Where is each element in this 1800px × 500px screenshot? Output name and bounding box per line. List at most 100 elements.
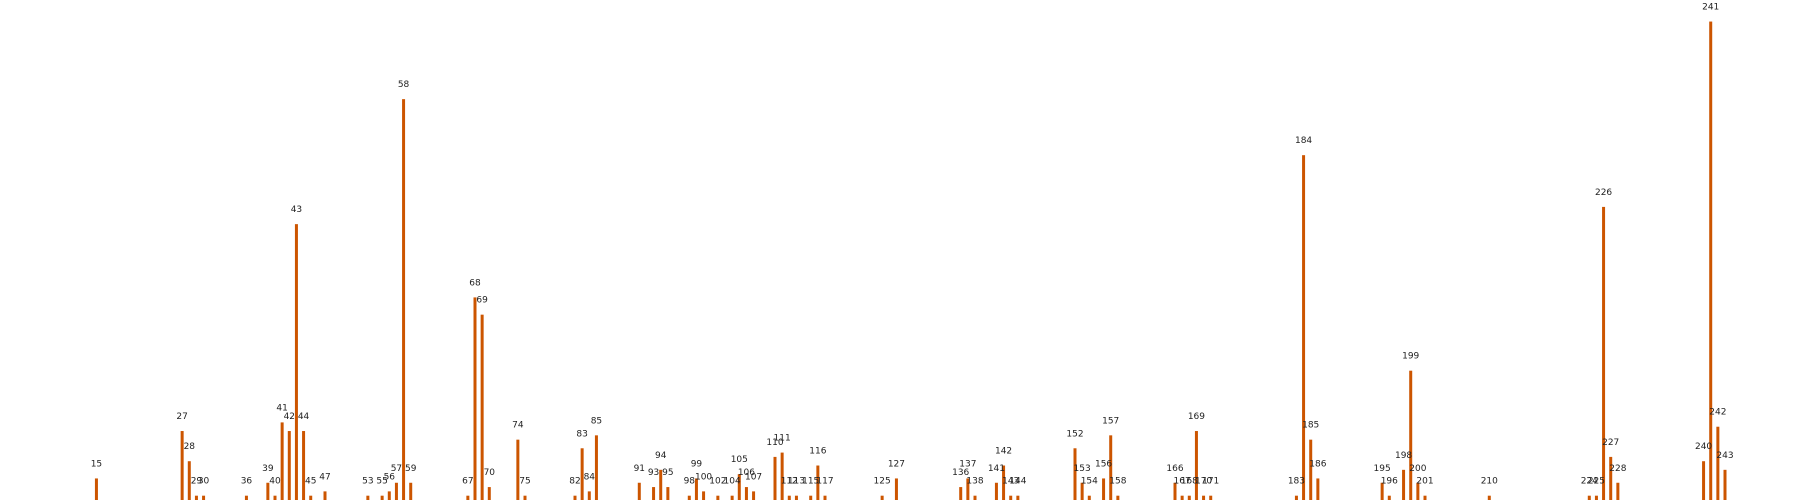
- bar-label-201: 201: [1416, 477, 1433, 487]
- bar-112: [787, 495, 791, 500]
- bar-106: [744, 487, 748, 500]
- bar-83: [580, 448, 584, 500]
- bar-59: [409, 482, 413, 500]
- bar-143: [1009, 495, 1013, 500]
- bar-156: [1102, 478, 1106, 500]
- bar-label-106: 106: [738, 468, 755, 478]
- bar-label-226: 226: [1595, 188, 1612, 198]
- bar-225: [1594, 495, 1598, 500]
- bar-137: [966, 478, 970, 500]
- bar-label-112: 112: [781, 477, 798, 487]
- bar-29: [194, 495, 198, 500]
- bar-label-15: 15: [91, 459, 102, 469]
- bar-153: [1080, 482, 1084, 500]
- bar-label-127: 127: [888, 459, 905, 469]
- bar-label-68: 68: [469, 278, 481, 288]
- bar-label-40: 40: [269, 477, 281, 487]
- bar-110: [773, 456, 777, 500]
- bar-label-166: 166: [1166, 464, 1183, 474]
- bar-116: [816, 465, 820, 500]
- bar-label-58: 58: [398, 80, 410, 90]
- bar-40: [273, 495, 277, 500]
- bar-label-107: 107: [745, 472, 762, 482]
- bar-label-170: 170: [1195, 477, 1212, 487]
- bar-label-30: 30: [198, 477, 210, 487]
- bar-199: [1409, 370, 1413, 500]
- bar-label-29: 29: [191, 477, 203, 487]
- bar-104: [730, 495, 734, 500]
- bar-label-43: 43: [291, 205, 302, 215]
- bar-label-154: 154: [1081, 477, 1098, 487]
- bar-82: [573, 495, 577, 500]
- bar-label-44: 44: [298, 412, 310, 422]
- bar-label-94: 94: [655, 451, 667, 461]
- bar-label-171: 171: [1202, 477, 1219, 487]
- bar-28: [187, 461, 191, 500]
- bar-68: [473, 297, 477, 500]
- bar-label-110: 110: [766, 438, 783, 448]
- bar-label-82: 82: [569, 477, 580, 487]
- bar-42: [287, 431, 291, 500]
- bar-label-185: 185: [1302, 421, 1319, 431]
- bar-label-225: 225: [1588, 477, 1605, 487]
- bar-93: [652, 487, 656, 500]
- bar-label-83: 83: [576, 429, 587, 439]
- bar-167: [1180, 495, 1184, 500]
- bar-label-195: 195: [1374, 464, 1391, 474]
- bar-201: [1423, 495, 1427, 500]
- bar-series: [94, 21, 1727, 500]
- bar-label-28: 28: [184, 442, 196, 452]
- bar-label-117: 117: [816, 477, 833, 487]
- bar-label-142: 142: [995, 447, 1012, 457]
- bar-label-75: 75: [519, 477, 530, 487]
- bar-label-55: 55: [376, 477, 387, 487]
- bar-label-158: 158: [1109, 477, 1126, 487]
- bar-45: [309, 495, 313, 500]
- bar-label-136: 136: [952, 468, 969, 478]
- bar-label-116: 116: [809, 447, 826, 457]
- bar-label-152: 152: [1066, 429, 1083, 439]
- bar-67: [466, 495, 470, 500]
- bar-label-227: 227: [1602, 438, 1619, 448]
- bar-label-198: 198: [1395, 451, 1412, 461]
- bar-label-104: 104: [724, 477, 741, 487]
- bar-196: [1387, 495, 1391, 500]
- bar-label-41: 41: [276, 403, 287, 413]
- bar-242: [1716, 426, 1720, 500]
- bar-label-95: 95: [662, 468, 673, 478]
- bar-label-240: 240: [1695, 442, 1712, 452]
- bar-label-47: 47: [319, 472, 330, 482]
- bar-label-74: 74: [512, 421, 524, 431]
- bar-241: [1709, 21, 1713, 500]
- bar-label-243: 243: [1716, 451, 1733, 461]
- bar-47: [323, 491, 327, 500]
- bar-107: [752, 491, 756, 500]
- bar-27: [180, 431, 184, 500]
- bar-label-242: 242: [1709, 408, 1726, 418]
- bar-195: [1380, 482, 1384, 500]
- bar-168: [1187, 495, 1191, 500]
- bar-label-156: 156: [1095, 459, 1112, 469]
- bar-186: [1316, 478, 1320, 500]
- bar-label-67: 67: [462, 477, 473, 487]
- bar-label-70: 70: [484, 468, 496, 478]
- bar-label-141: 141: [988, 464, 1005, 474]
- bar-85: [594, 435, 598, 500]
- bar-228: [1616, 482, 1620, 500]
- bar-184: [1302, 155, 1306, 500]
- bar-99: [694, 478, 698, 500]
- bar-label-115: 115: [802, 477, 819, 487]
- bar-label-100: 100: [695, 472, 712, 482]
- bar-183: [1294, 495, 1298, 500]
- bar-74: [516, 439, 520, 500]
- bar-label-184: 184: [1295, 136, 1312, 146]
- bar-label-200: 200: [1409, 464, 1426, 474]
- bar-label-125: 125: [874, 477, 891, 487]
- bar-30: [202, 495, 206, 500]
- bar-105: [737, 474, 741, 500]
- bar-57: [394, 482, 398, 500]
- bar-154: [1087, 495, 1091, 500]
- bar-label-93: 93: [648, 468, 659, 478]
